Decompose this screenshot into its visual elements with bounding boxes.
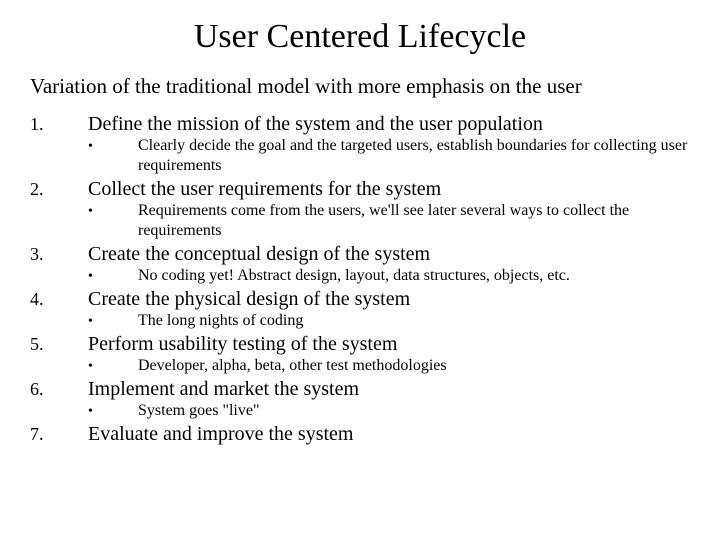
item-subtext: System goes "live" (138, 401, 260, 421)
item-number: 4. (30, 289, 88, 310)
item-number: 1. (30, 114, 88, 135)
item-heading: Implement and market the system (88, 378, 359, 401)
item-number: 7. (30, 424, 88, 445)
item-subtext: Developer, alpha, beta, other test metho… (138, 356, 447, 376)
item-heading: Evaluate and improve the system (88, 423, 353, 446)
list-item: 2. Collect the user requirements for the… (30, 178, 690, 241)
list-item: 3. Create the conceptual design of the s… (30, 243, 690, 286)
item-heading: Create the physical design of the system (88, 288, 410, 311)
item-subtext: The long nights of coding (138, 311, 303, 331)
numbered-list: 1. Define the mission of the system and … (30, 113, 690, 446)
bullet-icon: • (88, 204, 138, 220)
list-item: 7. Evaluate and improve the system (30, 423, 690, 446)
item-subtext: Requirements come from the users, we'll … (138, 201, 690, 241)
item-number: 2. (30, 179, 88, 200)
list-item: 1. Define the mission of the system and … (30, 113, 690, 176)
list-item: 4. Create the physical design of the sys… (30, 288, 690, 331)
list-item: 6. Implement and market the system • Sys… (30, 378, 690, 421)
bullet-icon: • (88, 139, 138, 155)
item-number: 3. (30, 244, 88, 265)
page-title: User Centered Lifecycle (30, 18, 690, 56)
item-heading: Perform usability testing of the system (88, 333, 397, 356)
item-heading: Define the mission of the system and the… (88, 113, 543, 136)
bullet-icon: • (88, 359, 138, 375)
bullet-icon: • (88, 404, 138, 420)
item-number: 5. (30, 334, 88, 355)
bullet-icon: • (88, 269, 138, 285)
item-heading: Collect the user requirements for the sy… (88, 178, 441, 201)
bullet-icon: • (88, 314, 138, 330)
subtitle: Variation of the traditional model with … (30, 74, 690, 99)
list-item: 5. Perform usability testing of the syst… (30, 333, 690, 376)
item-heading: Create the conceptual design of the syst… (88, 243, 430, 266)
item-subtext: No coding yet! Abstract design, layout, … (138, 266, 570, 286)
item-subtext: Clearly decide the goal and the targeted… (138, 136, 690, 176)
item-number: 6. (30, 379, 88, 400)
